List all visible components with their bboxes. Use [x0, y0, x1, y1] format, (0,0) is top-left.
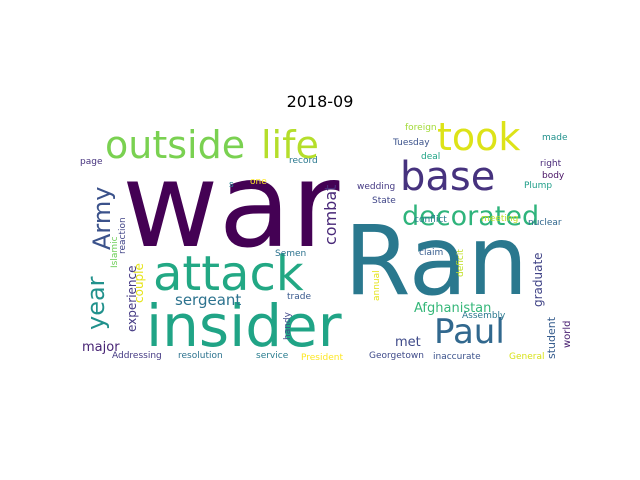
cloud-word: handy	[283, 311, 293, 340]
cloud-word: s	[229, 180, 234, 190]
cloud-word: Ran	[344, 205, 528, 317]
cloud-word: Plump	[524, 181, 552, 191]
cloud-word: year	[82, 276, 110, 330]
cloud-word: decorated	[402, 201, 539, 232]
cloud-word: attack	[153, 246, 304, 302]
cloud-word: one	[250, 177, 267, 187]
cloud-word: inaccurate	[433, 352, 481, 362]
cloud-word: conflict	[414, 215, 447, 225]
cloud-word: Addressing	[112, 351, 162, 361]
cloud-word: graduate	[531, 252, 545, 307]
cloud-word: President	[301, 353, 343, 363]
cloud-word: meeting	[481, 214, 518, 224]
cloud-word: State	[372, 196, 396, 206]
cloud-word: nuclear	[528, 218, 562, 228]
cloud-word: Georgetown	[369, 351, 424, 361]
cloud-word: deficit	[456, 249, 466, 277]
cloud-word: record	[289, 156, 318, 166]
cloud-word: war	[122, 136, 340, 274]
cloud-word: page	[80, 157, 103, 167]
cloud-word: Paul	[434, 312, 505, 352]
cloud-word: Tuesday	[392, 138, 430, 148]
cloud-word: made	[542, 133, 568, 143]
cloud-word: sergeant	[175, 291, 241, 309]
cloud-word: foreign	[405, 123, 437, 133]
cloud-word: right	[540, 159, 562, 169]
cloud-word: body	[542, 171, 565, 181]
cloud-word: experience	[125, 265, 139, 332]
cloud-word: resolution	[178, 351, 223, 361]
cloud-word: met	[395, 335, 421, 350]
cloud-word: couple	[132, 263, 146, 303]
figure-title: 2018-09	[286, 92, 354, 111]
cloud-word: Afghanistan	[414, 301, 491, 316]
cloud-word: reaction	[118, 217, 128, 254]
cloud-word: Semen	[275, 249, 306, 259]
cloud-word: major	[82, 340, 120, 355]
cloud-word: Army	[88, 187, 116, 250]
cloud-word: combat	[321, 185, 340, 245]
cloud-word: trade	[287, 292, 311, 302]
cloud-word: annual	[372, 270, 382, 301]
cloud-word: service	[256, 351, 289, 361]
cloud-word: wedding	[357, 182, 395, 192]
cloud-word: base	[400, 154, 495, 200]
cloud-word: Islamic	[110, 236, 120, 268]
cloud-word: took	[437, 115, 520, 159]
cloud-word: world	[562, 320, 573, 348]
cloud-word: insider	[146, 292, 342, 360]
cloud-word: deal	[421, 152, 440, 162]
cloud-word: outside	[105, 123, 245, 167]
cloud-word: life	[261, 123, 319, 167]
cloud-word: student	[545, 316, 558, 359]
cloud-word: General	[509, 352, 544, 362]
cloud-word: claim	[419, 248, 443, 258]
cloud-word: Assembly	[462, 311, 506, 321]
